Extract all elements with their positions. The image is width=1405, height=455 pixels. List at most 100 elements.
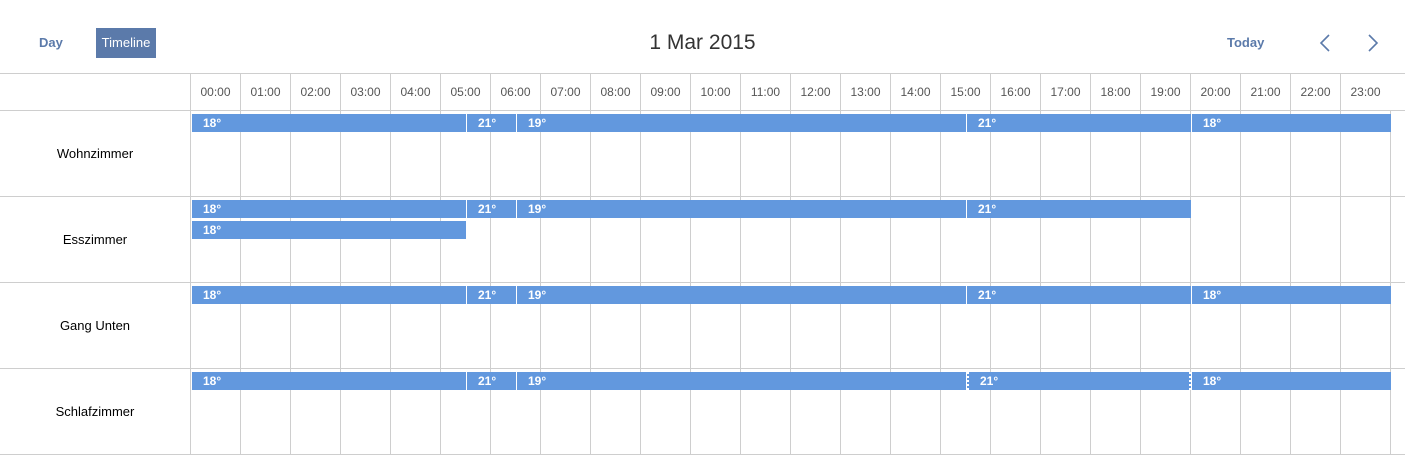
grid-line bbox=[940, 111, 941, 196]
grid-line bbox=[340, 197, 341, 282]
grid-line bbox=[390, 283, 391, 368]
grid-line bbox=[840, 283, 841, 368]
grid-line bbox=[590, 369, 591, 454]
event-bar[interactable]: 19° bbox=[517, 372, 966, 390]
event-bar[interactable]: 21° bbox=[967, 372, 1191, 390]
grid-line bbox=[790, 283, 791, 368]
grid-line bbox=[890, 369, 891, 454]
room-label: Esszimmer bbox=[62, 232, 128, 247]
grid-line bbox=[190, 111, 191, 196]
hour-header-cell: 17:00 bbox=[1040, 74, 1090, 110]
grid-line bbox=[940, 369, 941, 454]
grid-line bbox=[190, 369, 191, 454]
event-bar[interactable]: 18° bbox=[1192, 286, 1391, 304]
grid-line bbox=[340, 283, 341, 368]
hour-header-cell: 16:00 bbox=[990, 74, 1040, 110]
grid-line bbox=[1140, 111, 1141, 196]
event-bar[interactable]: 19° bbox=[517, 286, 966, 304]
timeline-view-tab[interactable]: Timeline bbox=[96, 28, 156, 58]
grid-line bbox=[940, 283, 941, 368]
event-bar[interactable]: 18° bbox=[192, 372, 466, 390]
grid-line bbox=[540, 369, 541, 454]
grid-line bbox=[890, 111, 891, 196]
hour-header-cell: 06:00 bbox=[490, 74, 540, 110]
event-bar[interactable]: 21° bbox=[467, 114, 516, 132]
grid-line bbox=[990, 111, 991, 196]
grid-line bbox=[1190, 369, 1191, 454]
hour-header-cell: 21:00 bbox=[1240, 74, 1290, 110]
event-bar[interactable]: 21° bbox=[967, 286, 1191, 304]
timeline-grid: 00:00 01:00 02:00 03:00 04:00 05:00 06:00 07:00… bbox=[0, 73, 1405, 455]
grid-line bbox=[240, 369, 241, 454]
grid-line bbox=[690, 111, 691, 196]
grid-line bbox=[640, 283, 641, 368]
hour-header-cell: 14:00 bbox=[890, 74, 940, 110]
scheduler-navbar: Day Timeline 1 Mar 2015 Today bbox=[0, 0, 1405, 73]
grid-line bbox=[1290, 369, 1291, 454]
grid-line bbox=[1040, 197, 1041, 282]
grid-line bbox=[440, 369, 441, 454]
grid-line bbox=[1090, 111, 1091, 196]
event-bar[interactable]: 18° bbox=[192, 286, 466, 304]
event-bar[interactable]: 21° bbox=[467, 200, 516, 218]
grid-line bbox=[1240, 283, 1241, 368]
grid-line bbox=[1090, 197, 1091, 282]
event-bar[interactable]: 18° bbox=[1192, 372, 1391, 390]
grid-line bbox=[690, 283, 691, 368]
grid-line bbox=[240, 197, 241, 282]
hour-header-cell: 12:00 bbox=[790, 74, 840, 110]
grid-line bbox=[240, 283, 241, 368]
grid-line bbox=[1340, 111, 1341, 196]
hour-header-cell: 08:00 bbox=[590, 74, 640, 110]
grid-line bbox=[740, 197, 741, 282]
grid-line bbox=[890, 283, 891, 368]
grid-line bbox=[340, 369, 341, 454]
grid-line bbox=[790, 197, 791, 282]
grid-line bbox=[1390, 111, 1391, 196]
today-button[interactable]: Today bbox=[1227, 35, 1265, 50]
grid-line bbox=[490, 111, 491, 196]
grid-line bbox=[990, 369, 991, 454]
event-bar[interactable]: 21° bbox=[467, 286, 516, 304]
grid-line bbox=[290, 111, 291, 196]
grid-line bbox=[690, 369, 691, 454]
hour-header-cell: 05:00 bbox=[440, 74, 490, 110]
event-bar[interactable]: 18° bbox=[192, 114, 466, 132]
grid-line bbox=[890, 197, 891, 282]
time-scale-header: 00:00 01:00 02:00 03:00 04:00 05:00 06:00 07:00… bbox=[0, 74, 1405, 111]
event-bar[interactable]: 18° bbox=[192, 221, 466, 239]
hour-header-cell: 00:00 bbox=[190, 74, 240, 110]
day-view-tab[interactable]: Day bbox=[39, 35, 63, 50]
grid-line bbox=[1240, 197, 1241, 282]
event-bar[interactable]: 21° bbox=[467, 372, 516, 390]
event-bar[interactable]: 18° bbox=[1192, 114, 1391, 132]
hour-header-cell: 07:00 bbox=[540, 74, 590, 110]
grid-line bbox=[1140, 283, 1141, 368]
event-bar[interactable]: 21° bbox=[967, 114, 1191, 132]
grid-line bbox=[540, 197, 541, 282]
grid-line bbox=[790, 369, 791, 454]
room-row: Wohnzimmer 18° 21° 19° 21° 18° bbox=[0, 111, 1405, 197]
event-bar[interactable]: 21° bbox=[967, 200, 1191, 218]
event-bar[interactable]: 19° bbox=[517, 114, 966, 132]
grid-line bbox=[1390, 197, 1391, 282]
grid-line bbox=[1390, 369, 1391, 454]
event-bar[interactable]: 18° bbox=[192, 200, 466, 218]
chevron-right-icon[interactable] bbox=[1362, 32, 1382, 54]
room-label: Wohnzimmer bbox=[56, 146, 134, 161]
event-bar[interactable]: 19° bbox=[517, 200, 966, 218]
room-row: Schlafzimmer 18° 21° 19° 21° 18° bbox=[0, 369, 1405, 455]
grid-line bbox=[290, 197, 291, 282]
grid-line bbox=[1190, 283, 1191, 368]
hour-header-cell: 02:00 bbox=[290, 74, 340, 110]
grid-line bbox=[540, 111, 541, 196]
hour-header-cell: 13:00 bbox=[840, 74, 890, 110]
chevron-left-icon[interactable] bbox=[1316, 32, 1336, 54]
grid-line bbox=[1340, 197, 1341, 282]
grid-line bbox=[390, 111, 391, 196]
grid-line bbox=[1290, 197, 1291, 282]
grid-line bbox=[940, 197, 941, 282]
hour-header-cell: 11:00 bbox=[740, 74, 790, 110]
grid-line bbox=[1090, 283, 1091, 368]
grid-line bbox=[540, 283, 541, 368]
